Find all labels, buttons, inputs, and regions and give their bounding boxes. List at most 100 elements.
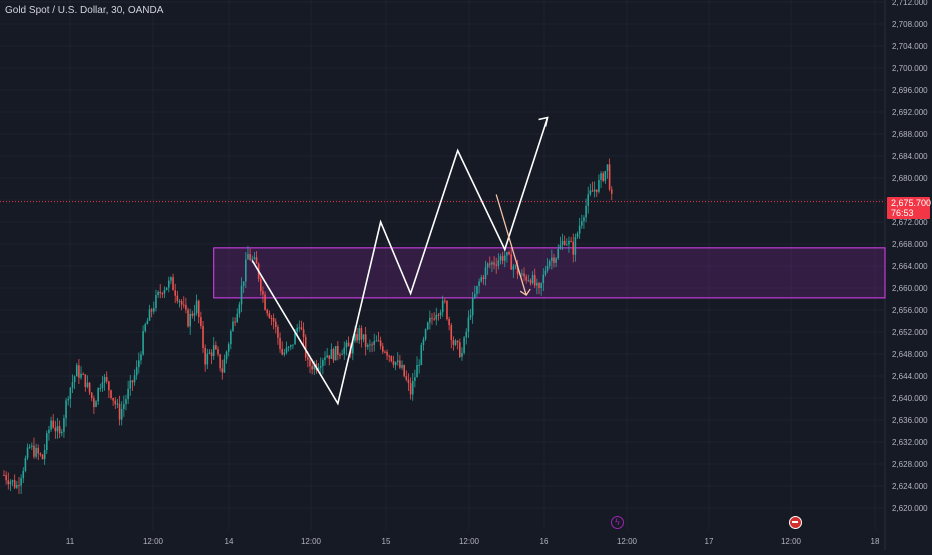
- candle: [182, 296, 185, 309]
- price-tick-label: 2,624.000: [892, 482, 928, 491]
- candle: [583, 215, 585, 229]
- price-tick-label: 2,648.000: [892, 350, 928, 359]
- candle: [459, 338, 461, 358]
- candle: [234, 317, 236, 327]
- candle: [456, 340, 459, 350]
- time-tick-label: 15: [382, 537, 391, 546]
- candle: [208, 349, 211, 355]
- candle: [26, 443, 29, 461]
- candle: [486, 262, 489, 275]
- candle: [521, 269, 523, 277]
- current-price-badge: 2,675.700 76:53: [887, 197, 931, 219]
- candle: [73, 375, 76, 390]
- candle: [386, 349, 388, 360]
- time-tick-label: 12:00: [617, 537, 638, 546]
- candle: [439, 309, 442, 319]
- candle: [37, 444, 40, 461]
- candle: [155, 289, 157, 312]
- candle: [63, 414, 65, 438]
- candle: [135, 360, 138, 380]
- candle: [195, 294, 198, 316]
- candle: [557, 244, 560, 260]
- candle: [568, 236, 570, 253]
- price-tick-label: 2,656.000: [892, 306, 928, 315]
- candle: [591, 181, 594, 192]
- bar-countdown: 76:53: [891, 208, 914, 218]
- candle: [180, 299, 183, 311]
- time-tick-label: 14: [225, 537, 234, 546]
- price-tick-label: 2,644.000: [892, 372, 928, 381]
- candle: [148, 304, 151, 321]
- candle: [230, 329, 232, 350]
- candle: [159, 284, 162, 299]
- candle: [360, 325, 363, 348]
- candle: [304, 334, 307, 361]
- candle: [444, 297, 446, 304]
- candle: [405, 370, 408, 382]
- candle: [16, 480, 18, 490]
- candle: [572, 233, 575, 263]
- candle: [133, 369, 136, 386]
- candle: [337, 341, 339, 361]
- candle: [587, 186, 590, 214]
- projection-branch[interactable]: [495, 194, 527, 296]
- candle: [555, 256, 557, 268]
- candle: [399, 354, 401, 370]
- candle: [362, 334, 365, 343]
- candle: [343, 341, 346, 360]
- candle: [600, 171, 602, 188]
- candle: [328, 355, 331, 366]
- candle: [407, 373, 410, 391]
- candle: [221, 359, 224, 380]
- candle: [247, 246, 249, 260]
- projection-zigzag[interactable]: [251, 117, 549, 406]
- time-tick-label: 12:00: [781, 537, 802, 546]
- candle: [20, 474, 22, 494]
- candle: [367, 343, 369, 350]
- candle: [394, 361, 397, 371]
- candle: [200, 311, 202, 329]
- candle: [548, 259, 551, 269]
- time-tick-label: 17: [705, 537, 714, 546]
- us-flag-icon[interactable]: [789, 516, 802, 529]
- candle: [322, 357, 324, 375]
- candle: [210, 349, 213, 365]
- candle: [163, 286, 166, 298]
- candle: [478, 278, 480, 294]
- candle: [437, 313, 440, 321]
- demand-zone[interactable]: [213, 247, 886, 299]
- candle: [538, 281, 540, 295]
- candle: [285, 341, 288, 355]
- candle: [416, 356, 418, 378]
- candle: [140, 351, 142, 365]
- candle: [581, 214, 583, 229]
- candle: [39, 452, 42, 457]
- candle: [56, 418, 59, 439]
- candle: [452, 336, 455, 351]
- candle: [531, 271, 534, 285]
- candle: [491, 260, 493, 272]
- price-tick-label: 2,712.000: [892, 0, 928, 7]
- candle: [523, 267, 525, 282]
- candle: [227, 342, 230, 357]
- candle: [544, 266, 547, 277]
- candle: [187, 307, 189, 328]
- candle: [245, 252, 247, 289]
- candle: [103, 373, 106, 391]
- candle: [356, 328, 358, 344]
- lightning-icon[interactable]: ϟ: [611, 516, 624, 529]
- candle: [435, 307, 438, 326]
- price-tick-label: 2,652.000: [892, 328, 928, 337]
- candle: [170, 276, 172, 285]
- candle: [324, 351, 326, 366]
- candle: [598, 174, 600, 194]
- candle: [78, 359, 80, 384]
- candle: [381, 342, 384, 354]
- price-tick-label: 2,688.000: [892, 130, 928, 139]
- candle: [384, 350, 386, 354]
- candle: [215, 341, 217, 350]
- price-tick-label: 2,704.000: [892, 42, 928, 51]
- candle: [516, 259, 519, 280]
